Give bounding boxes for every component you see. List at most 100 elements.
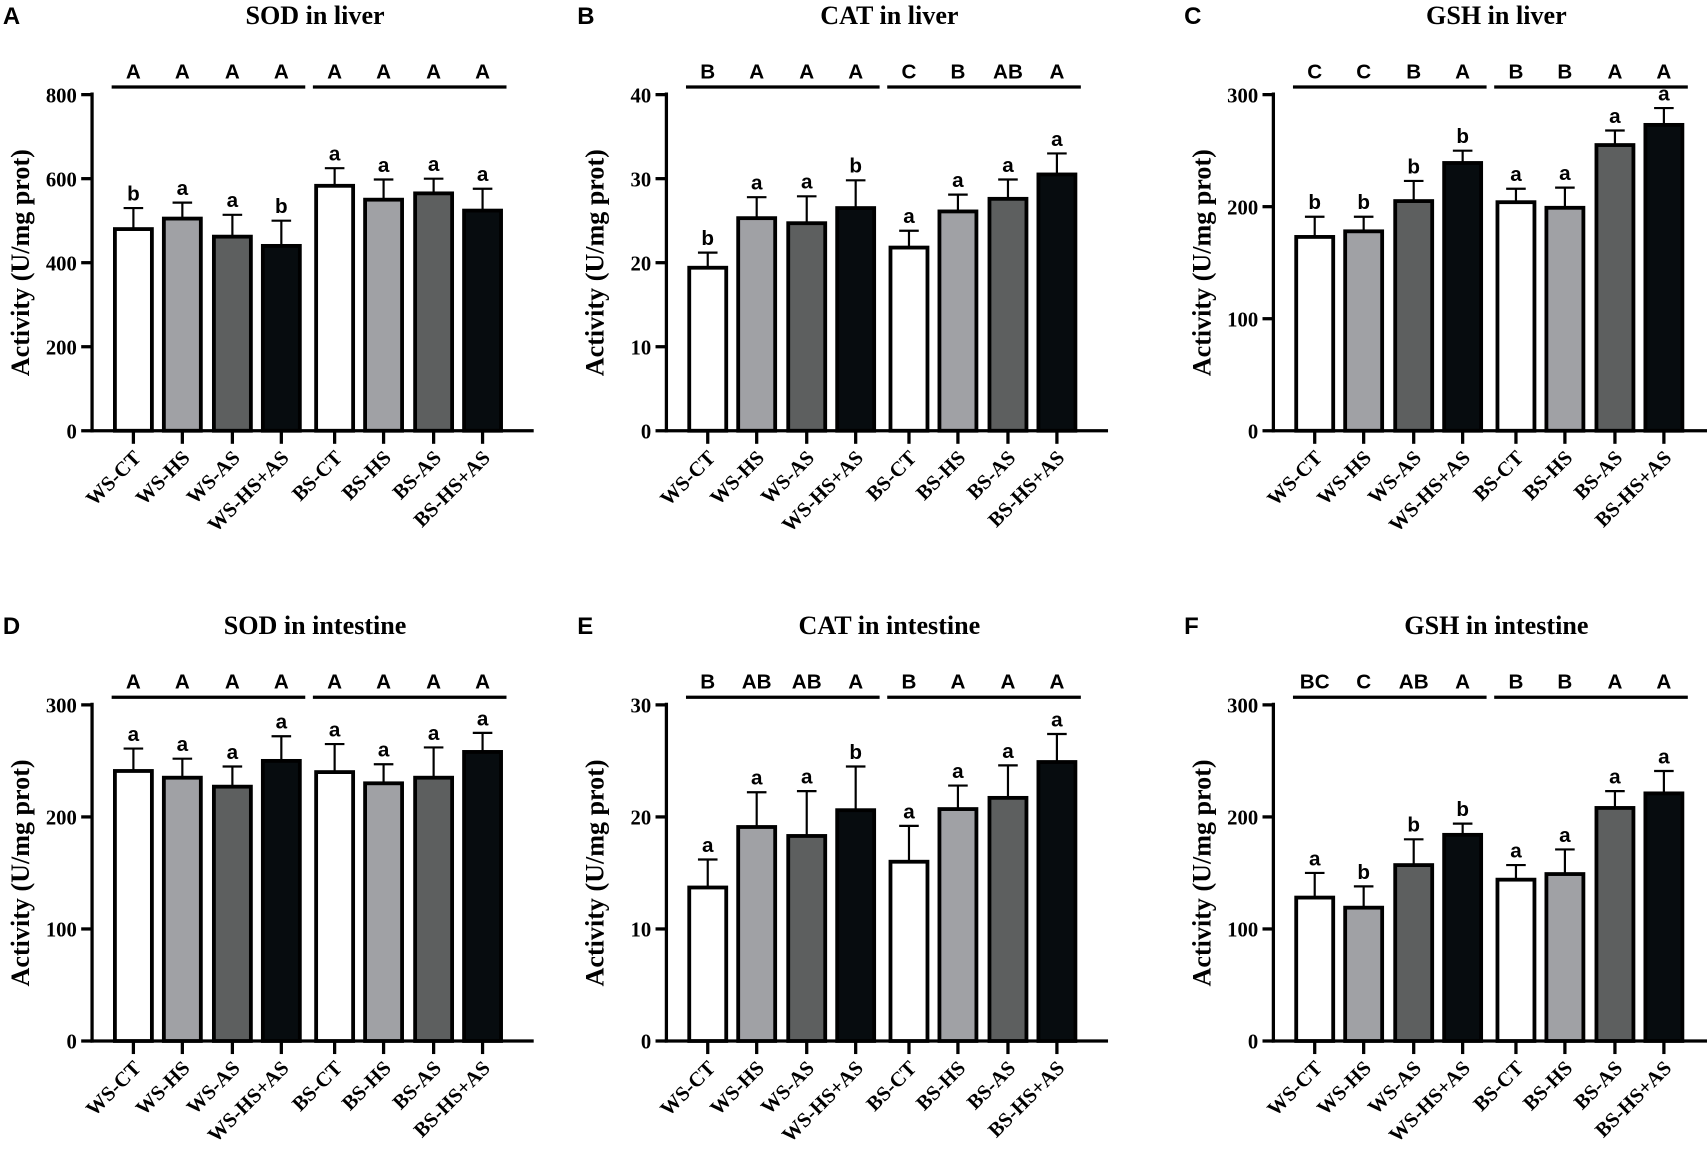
bar-BS-CT bbox=[888, 245, 930, 433]
significance-letter: b bbox=[1407, 814, 1420, 837]
significance-letter: a bbox=[428, 153, 440, 176]
group-letter: A bbox=[426, 60, 441, 83]
bar-BS-AS bbox=[987, 196, 1029, 433]
x-tick-label: BS-HS bbox=[338, 1057, 396, 1115]
bar-WS-CT bbox=[687, 885, 729, 1043]
bar-WS-AS bbox=[786, 834, 828, 1043]
significance-letter: a bbox=[378, 154, 390, 177]
chart-panel-E: E CAT in intestine Activity (U/mg prot) 0 10… bbox=[577, 611, 1109, 1147]
panel-letter: A bbox=[3, 3, 20, 30]
bar-BS-HS bbox=[363, 197, 404, 433]
group-letter: AB bbox=[742, 671, 772, 694]
significance-letter: a bbox=[1609, 766, 1621, 789]
significance-letter: b bbox=[701, 227, 714, 250]
y-tick-label: 0 bbox=[67, 1032, 77, 1054]
y-tick-label: 30 bbox=[631, 169, 652, 191]
x-tick-label: BS-CT bbox=[863, 447, 922, 506]
bar-BS-HS bbox=[363, 781, 404, 1043]
x-tick-label: WS-HS bbox=[1313, 1057, 1376, 1120]
y-tick-label: 200 bbox=[46, 808, 77, 830]
group-letter: A bbox=[799, 60, 814, 83]
group-letter: B bbox=[950, 60, 965, 83]
panel-title: CAT in intestine bbox=[799, 611, 981, 640]
bar-WS-CT bbox=[113, 769, 154, 1043]
y-axis-label: Activity (U/mg prot) bbox=[1187, 149, 1216, 376]
significance-letter: a bbox=[801, 766, 813, 789]
significance-letter: a bbox=[1051, 708, 1063, 731]
bar-WS-HS bbox=[161, 775, 203, 1043]
x-tick-label: WS-HS bbox=[706, 447, 769, 510]
significance-letter: a bbox=[1510, 839, 1522, 862]
group-letter: A bbox=[175, 671, 190, 694]
y-tick-label: 200 bbox=[46, 337, 77, 359]
group-letter: B bbox=[1557, 60, 1572, 83]
x-tick-label: WS-CT bbox=[657, 1057, 721, 1121]
bar-WS-CT bbox=[687, 265, 729, 433]
x-tick-label: WS-HS bbox=[132, 447, 195, 510]
bar-WS-HS+AS bbox=[260, 758, 302, 1043]
bar-WS-HS bbox=[1343, 229, 1385, 433]
bar-BS-HS+AS bbox=[1643, 791, 1685, 1043]
bar-BS-AS bbox=[987, 795, 1029, 1043]
y-axis-label: Activity (U/mg prot) bbox=[580, 149, 609, 376]
x-tick-label: BS-CT bbox=[863, 1057, 922, 1116]
x-tick-label: BS-CT bbox=[1470, 447, 1529, 506]
group-letter: A bbox=[1455, 60, 1470, 83]
y-tick-label: 0 bbox=[641, 1032, 651, 1054]
x-tick-label: BS-HS bbox=[1519, 447, 1577, 505]
bar-BS-CT bbox=[314, 183, 356, 433]
group-letter: A bbox=[475, 671, 490, 694]
bar-BS-HS+AS bbox=[1036, 760, 1078, 1043]
bar-BS-CT bbox=[1495, 877, 1537, 1043]
y-tick-label: 100 bbox=[1227, 309, 1258, 331]
bar-BS-HS bbox=[1544, 205, 1586, 433]
significance-letter: a bbox=[428, 722, 440, 745]
group-letter: B bbox=[1508, 60, 1523, 83]
significance-letter: a bbox=[1559, 162, 1571, 185]
significance-letter: a bbox=[378, 739, 390, 762]
group-letter: B bbox=[1406, 60, 1421, 83]
bar-WS-HS+AS bbox=[835, 808, 877, 1043]
significance-letter: a bbox=[1002, 154, 1014, 177]
chart-panel-F: F GSH in intestine Activity (U/mg prot) 0 10… bbox=[1184, 611, 1707, 1147]
group-letter: BC bbox=[1300, 671, 1330, 694]
y-tick-label: 0 bbox=[641, 421, 651, 443]
bar-BS-AS bbox=[413, 191, 455, 433]
bar-WS-AS bbox=[1393, 863, 1435, 1043]
group-letter: A bbox=[175, 60, 190, 83]
x-tick-label: WS-CT bbox=[657, 447, 721, 511]
significance-letter: a bbox=[227, 189, 239, 212]
significance-letter: b bbox=[849, 741, 862, 764]
x-tick-label: BS-HS bbox=[338, 447, 396, 505]
group-letter: A bbox=[126, 60, 141, 83]
group-letter: A bbox=[1656, 60, 1671, 83]
group-letter: A bbox=[1607, 671, 1622, 694]
bar-BS-AS bbox=[413, 775, 455, 1043]
bar-BS-HS+AS bbox=[462, 750, 503, 1043]
bar-WS-AS bbox=[211, 784, 253, 1043]
significance-letter: a bbox=[329, 718, 341, 741]
group-letter: B bbox=[700, 60, 715, 83]
bar-WS-HS bbox=[1343, 905, 1385, 1043]
y-tick-label: 300 bbox=[1227, 695, 1258, 717]
significance-letter: b bbox=[849, 155, 862, 178]
x-tick-label: WS-CT bbox=[82, 447, 146, 511]
group-letter: AB bbox=[993, 60, 1023, 83]
significance-letter: a bbox=[903, 205, 915, 228]
x-tick-label: WS-HS bbox=[706, 1057, 769, 1120]
significance-letter: a bbox=[952, 169, 964, 192]
x-tick-label: WS-CT bbox=[1264, 447, 1328, 511]
panel-letter: D bbox=[3, 613, 20, 640]
bar-BS-HS bbox=[937, 209, 979, 433]
y-tick-label: 100 bbox=[46, 920, 77, 942]
group-letter: C bbox=[1356, 671, 1371, 694]
group-letter: A bbox=[848, 671, 863, 694]
group-letter: A bbox=[848, 60, 863, 83]
y-tick-label: 300 bbox=[1227, 85, 1258, 107]
bar-BS-HS+AS bbox=[462, 208, 503, 433]
y-tick-label: 40 bbox=[631, 85, 652, 107]
significance-letter: a bbox=[702, 834, 714, 857]
y-tick-label: 200 bbox=[1227, 808, 1258, 830]
group-letter: A bbox=[376, 60, 391, 83]
